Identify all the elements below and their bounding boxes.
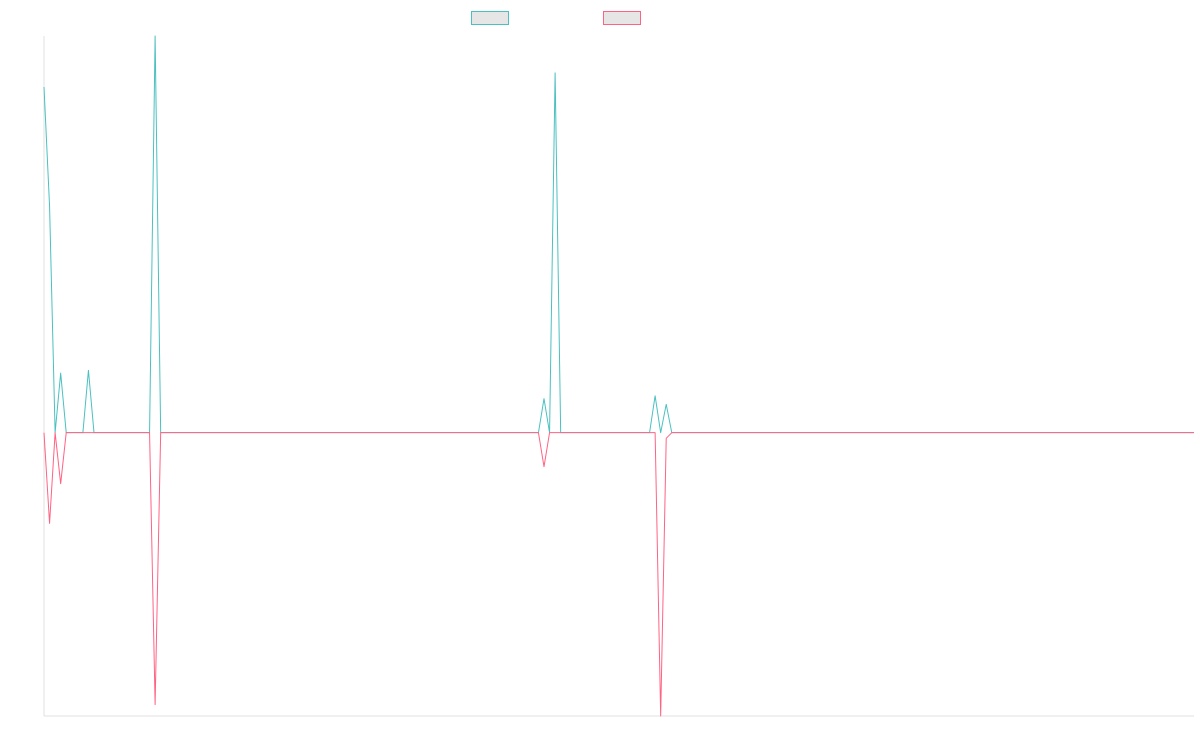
legend-swatch-series-1 [471, 11, 509, 25]
legend-swatch-series-2 [603, 11, 641, 25]
chart-legend [0, 9, 1200, 27]
series-line-1 [43, 35, 1194, 434]
legend-item-series-1[interactable] [471, 9, 515, 27]
series-line-2 [43, 432, 1194, 717]
legend-item-series-2[interactable] [603, 9, 647, 27]
